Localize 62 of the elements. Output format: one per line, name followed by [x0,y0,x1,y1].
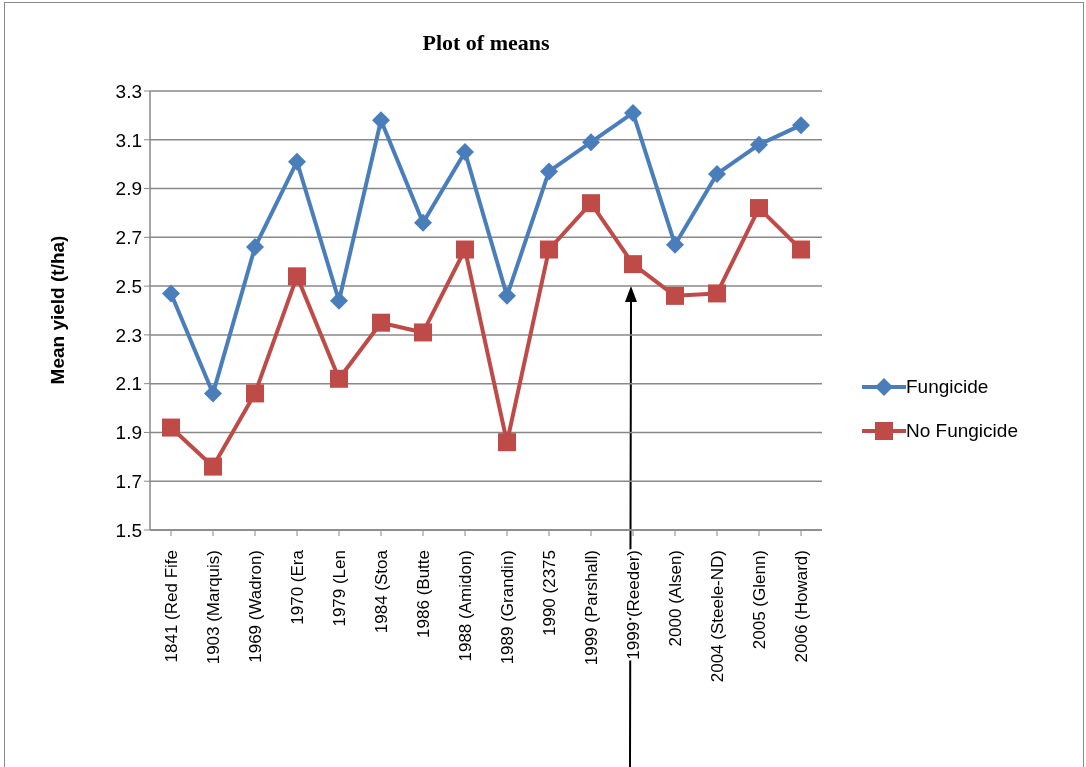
y-tick-label: 1.5 [115,519,142,541]
point [540,240,558,259]
y-tick-label: 1.9 [115,422,142,444]
point [708,164,726,183]
y-tick-label: 3.3 [115,80,142,102]
point [204,384,222,403]
point [204,457,222,476]
x-tick-label: 1990 (2375 [539,550,559,637]
x-tick-label: 1999 (Parshall) [581,550,601,666]
x-tick-label: 1903 (Marquis) [203,550,223,665]
point [624,103,642,122]
point [624,255,642,274]
y-tick-label: 2.9 [115,178,142,200]
point [582,133,600,152]
point [162,284,180,303]
x-tick-label: 1999 (Reeder) [623,550,643,660]
point [414,323,432,342]
point [330,369,348,388]
point [750,199,768,218]
x-tick-label: 1984 (Stoa [371,549,391,634]
point [456,240,474,259]
x-tick-label: 1979 (Len [329,550,349,627]
point [666,235,684,254]
point [288,152,306,171]
legend-label: No Fungicide [906,420,1018,442]
point [456,142,474,161]
point [792,116,810,135]
x-tick-label: 1970 (Era [287,549,307,625]
y-axis-title: Mean yield (t/ha) [47,235,69,385]
x-tick-label: 1989 (Grandin) [497,550,517,665]
point [582,194,600,213]
x-tick-label: 1986 (Butte [413,550,433,638]
x-tick-label: 1988 (Amidon) [455,550,475,662]
y-tick-label: 2.5 [115,275,142,297]
point [498,433,516,452]
legend-label: Fungicide [906,376,989,398]
point [288,267,306,286]
point [246,238,264,257]
y-tick-label: 3.1 [115,129,142,151]
point [162,418,180,437]
y-tick-label: 1.7 [115,470,142,492]
y-tick-label: 2.7 [115,227,142,249]
point [372,313,390,332]
x-tick-label: 1841 (Red Fife [161,550,181,663]
point [330,291,348,310]
point [708,284,726,303]
x-tick-label: 2006 (Howard) [791,550,811,663]
chart-title: Plot of means [421,30,551,56]
y-tick-label: 2.3 [115,324,142,346]
point [666,286,684,305]
point [792,240,810,259]
x-tick-label: 2004 (Steele-ND) [707,550,727,683]
point [498,286,516,305]
point [540,162,558,181]
x-tick-label: 2000 (Alsen) [665,550,685,647]
point [372,111,390,130]
x-tick-label: 2005 (Glenn) [749,550,769,650]
point [750,135,768,154]
point [414,213,432,232]
y-tick-label: 2.1 [115,373,142,395]
x-tick-label: 1969 (Wadron) [245,550,265,663]
point [246,384,264,403]
